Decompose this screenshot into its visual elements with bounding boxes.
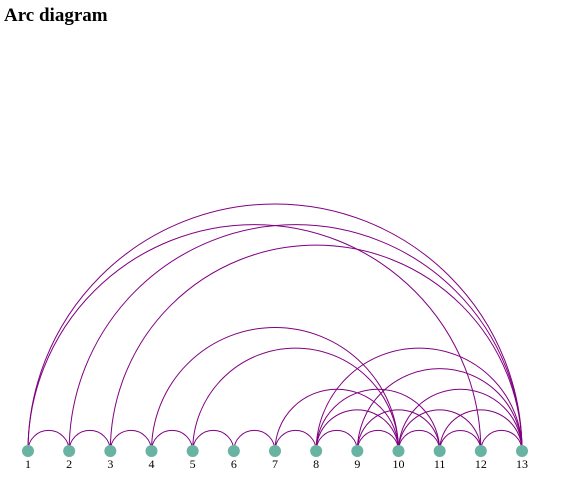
- node-9[interactable]: [351, 445, 364, 457]
- link-11-13: [439, 409, 523, 452]
- link-7-8: [274, 429, 317, 452]
- node-label-1: 1: [25, 457, 31, 471]
- link-3-13: [109, 244, 523, 452]
- node-4[interactable]: [145, 445, 158, 457]
- link-1-13: [27, 203, 523, 452]
- link-10-11: [398, 429, 441, 452]
- node-8[interactable]: [310, 445, 323, 457]
- node-label-2: 2: [66, 457, 72, 471]
- link-5-6: [192, 430, 235, 452]
- link-10-13: [398, 388, 523, 452]
- node-1[interactable]: [22, 445, 34, 457]
- link-11-12: [439, 430, 482, 452]
- link-3-4: [109, 429, 152, 452]
- link-7-10: [274, 388, 399, 452]
- node-6[interactable]: [227, 445, 240, 457]
- link-8-9: [315, 430, 358, 452]
- link-8-13: [315, 347, 523, 452]
- nodes-layer: [22, 445, 528, 457]
- link-4-5: [151, 429, 194, 452]
- link-9-11: [356, 409, 441, 452]
- node-label-5: 5: [190, 457, 196, 471]
- link-2-13: [68, 224, 523, 452]
- node-5[interactable]: [186, 445, 199, 457]
- node-label-4: 4: [149, 457, 155, 471]
- labels-layer: 1 2 3 4 5 6 7 8 9 10 11 12 13: [25, 457, 528, 471]
- node-11[interactable]: [433, 445, 446, 457]
- node-2[interactable]: [63, 445, 76, 457]
- link-6-7: [233, 429, 276, 452]
- link-5-10: [192, 347, 399, 452]
- link-12-13: [480, 429, 523, 452]
- node-12[interactable]: [474, 445, 487, 457]
- node-13[interactable]: [516, 445, 528, 457]
- node-label-6: 6: [231, 457, 237, 471]
- link-9-13: [356, 368, 523, 452]
- link-10-12: [398, 409, 482, 452]
- node-label-3: 3: [107, 457, 113, 471]
- link-4-10: [151, 327, 399, 452]
- link-1-2: [27, 429, 70, 452]
- node-10[interactable]: [392, 445, 405, 457]
- link-9-10: [356, 429, 399, 452]
- node-label-13: 13: [516, 457, 528, 471]
- node-label-7: 7: [272, 457, 278, 471]
- node-label-10: 10: [393, 457, 405, 471]
- page-title: Arc diagram: [4, 5, 108, 26]
- node-label-8: 8: [313, 457, 319, 471]
- link-1-12: [27, 224, 482, 452]
- link-8-11: [315, 388, 441, 452]
- node-label-9: 9: [354, 457, 360, 471]
- node-7[interactable]: [269, 445, 281, 457]
- node-label-11: 11: [434, 457, 446, 471]
- links-layer: [27, 203, 523, 452]
- node-label-12: 12: [475, 457, 487, 471]
- link-8-10: [315, 409, 399, 452]
- link-2-3: [68, 429, 111, 452]
- node-3[interactable]: [104, 445, 117, 457]
